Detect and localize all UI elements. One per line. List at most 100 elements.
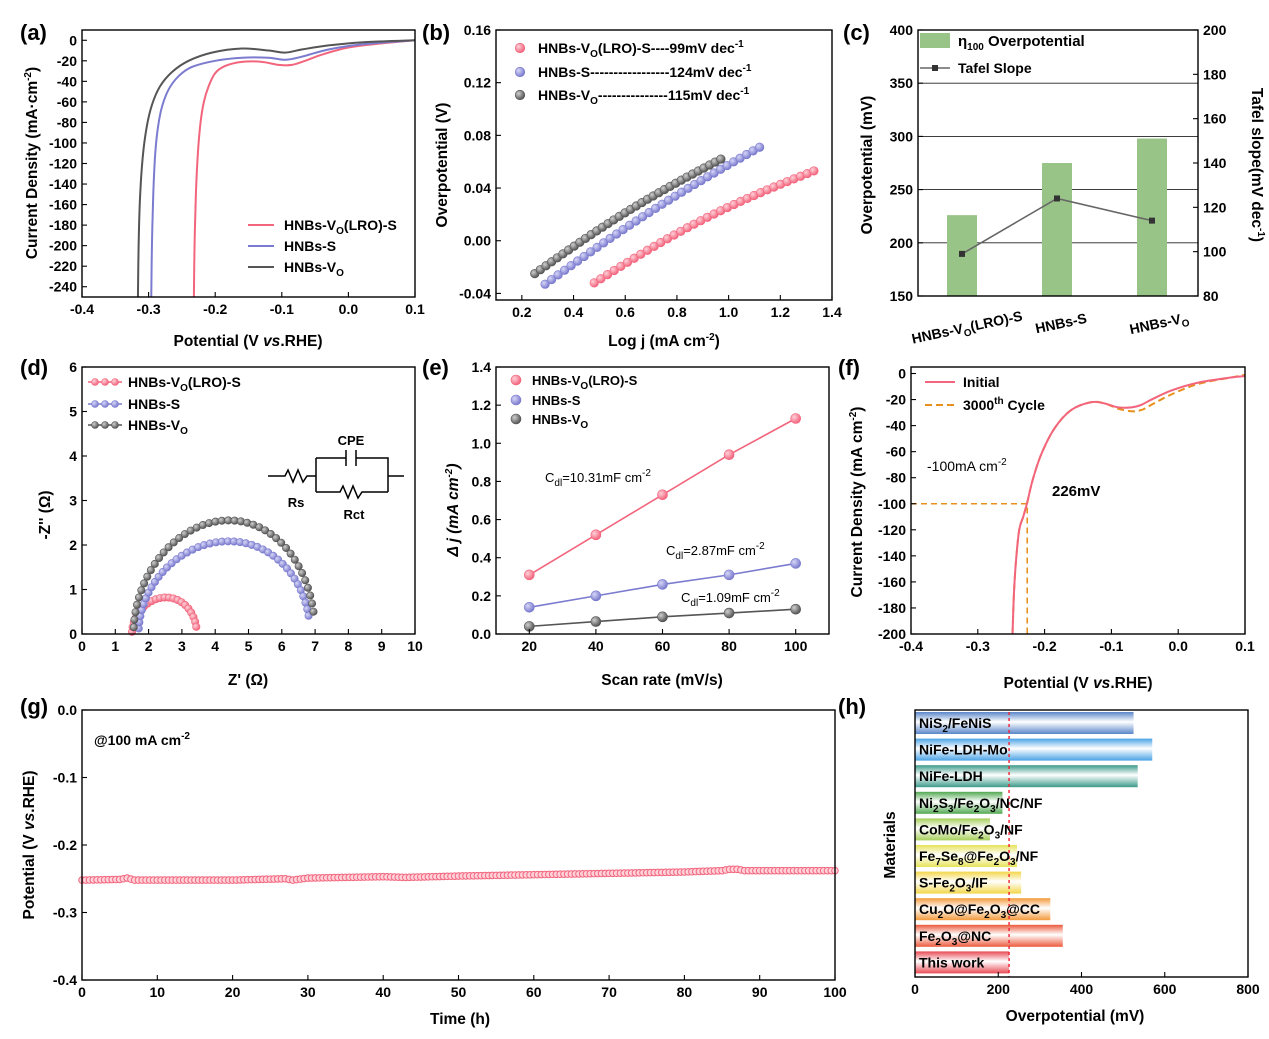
legend-marker: [111, 400, 119, 408]
panel-e: 20 40 60 80 100 0.0 0.2 0.4 0.6 0.8 1.0 1.2 1.4 (e) Sc…: [422, 355, 830, 689]
x-tick-label: 10: [150, 984, 166, 1000]
legend-label: 3000th Cycle: [963, 396, 1045, 413]
x-tick-label: -0.2: [203, 301, 227, 317]
material-bar: [915, 765, 1138, 788]
text-span: O: [990, 901, 1001, 917]
x-tick-label: -0.3: [137, 301, 161, 317]
text-span: O: [1181, 318, 1191, 330]
legend-label: HNBs-S-----------------124mV dec-1: [538, 63, 752, 80]
x-tick-label: 0: [911, 981, 919, 997]
text-span: O: [941, 928, 952, 944]
text-span: HNBs-V: [538, 40, 591, 56]
x-tick-label: 600: [1153, 981, 1177, 997]
category-label: HNBs-VO(LRO)-S: [910, 308, 1024, 351]
material-label: NiFe-LDH: [919, 768, 983, 784]
x-tick-label: 1.4: [822, 304, 842, 320]
text-span: Cu: [919, 901, 938, 917]
text-span: HNBs-S: [284, 238, 336, 254]
tafel-point: [631, 216, 641, 226]
legend-marker: [510, 374, 522, 386]
material-bar: [915, 924, 1063, 947]
text-span: C: [666, 543, 675, 558]
text-span: Tafel slope(mV dec: [1248, 88, 1265, 228]
text-span: O: [955, 875, 966, 891]
tafel-point: [612, 229, 622, 239]
cdl-label: Cdl=1.09mF cm-2: [681, 588, 780, 609]
y2-tick-label: 180: [1203, 66, 1227, 82]
text-span: /FeNiS: [948, 715, 992, 731]
text-span: -2: [998, 457, 1007, 468]
text-span: Δ j (mA cm: [445, 477, 462, 557]
y-tick-label: 150: [890, 288, 914, 304]
cdl-point: [790, 558, 802, 569]
text-span: 2: [949, 884, 955, 895]
y-tick-label: 250: [890, 182, 914, 198]
text-span: HNBs-V: [1128, 311, 1183, 338]
tafel-point: [573, 256, 583, 266]
x-tick-label: 100: [823, 984, 847, 1000]
series-line-hnbs-s: [150, 39, 416, 298]
tafel-point: [579, 251, 589, 262]
overpotential-bar: [1137, 138, 1167, 296]
y-axis-label: Materials: [882, 811, 899, 878]
text-span: vs: [263, 333, 281, 350]
legend-marker: [111, 421, 119, 429]
panel-c: 150 200 250 300 350 400 80 100 120 140 160 180 200 (c…: [843, 20, 1266, 351]
text-span: =10.31mF cm: [562, 470, 642, 485]
text-span: HNBs-S: [1034, 310, 1088, 336]
nyquist-point: [294, 562, 303, 571]
text-span: S: [939, 795, 948, 811]
y2-tick-label: 160: [1203, 111, 1227, 127]
text-span: η: [958, 33, 967, 50]
nyquist-point: [303, 583, 312, 592]
rct-branch: [315, 457, 404, 500]
y2-tick-label: 140: [1203, 155, 1227, 171]
text-span: HNBs-V: [910, 320, 965, 347]
y-tick-label: 0.12: [464, 75, 491, 91]
tafel-point: [959, 250, 965, 257]
text-span: Ni: [919, 795, 933, 811]
y-tick-label: -20: [886, 392, 906, 408]
x-tick-label: 0.0: [1168, 638, 1188, 654]
y-tick-label: 0.6: [472, 512, 492, 528]
x-tick-label: 0.1: [1235, 638, 1255, 654]
tafel-point: [716, 154, 726, 164]
nyquist-point: [143, 572, 152, 581]
legend-marker: [514, 42, 526, 54]
text-span: Potential (V: [1003, 675, 1093, 692]
text-span: ): [445, 463, 462, 470]
y-tick-label: -200: [878, 626, 906, 642]
x-tick-label: 60: [655, 638, 671, 654]
text-span: O: [336, 268, 344, 279]
text-span: /NC/NF: [996, 795, 1043, 811]
x-tick-label: 1.0: [719, 304, 739, 320]
tafel-point: [638, 212, 648, 222]
y-tick-label: 1: [69, 582, 77, 598]
cdl-point: [790, 603, 802, 615]
legend-marker: [101, 378, 109, 386]
tafel-point: [605, 233, 615, 243]
y2-axis-label: Tafel slope(mV dec-1): [1248, 88, 1266, 242]
x-tick-label: -0.3: [966, 638, 990, 654]
y-tick-label: -160: [49, 197, 77, 213]
text-span: (LRO)-S: [344, 217, 397, 233]
x-tick-label: 9: [378, 638, 386, 654]
text-span: Current Density (mA·cm: [24, 81, 41, 259]
rct-label: Rct: [344, 507, 366, 522]
y-tick-label: -100: [49, 135, 77, 151]
cdl-point: [723, 569, 735, 581]
text-span: dl: [690, 598, 698, 609]
legend-marker: [932, 65, 938, 71]
series-line-3000th: [1011, 373, 1246, 635]
text-span: -2: [771, 588, 780, 599]
text-span: O: [963, 327, 973, 339]
text-span: O@Fe: [943, 901, 984, 917]
tafel-point: [599, 238, 609, 248]
text-span: HNBs-S: [128, 396, 180, 412]
x-tick-label: 8: [345, 638, 353, 654]
text-span: -1: [735, 39, 744, 50]
tafel-point: [609, 265, 619, 276]
y-tick-label: 0.00: [464, 233, 491, 249]
y2-tick-label: 100: [1203, 244, 1227, 260]
text-span: =1.09mF cm: [698, 590, 771, 605]
